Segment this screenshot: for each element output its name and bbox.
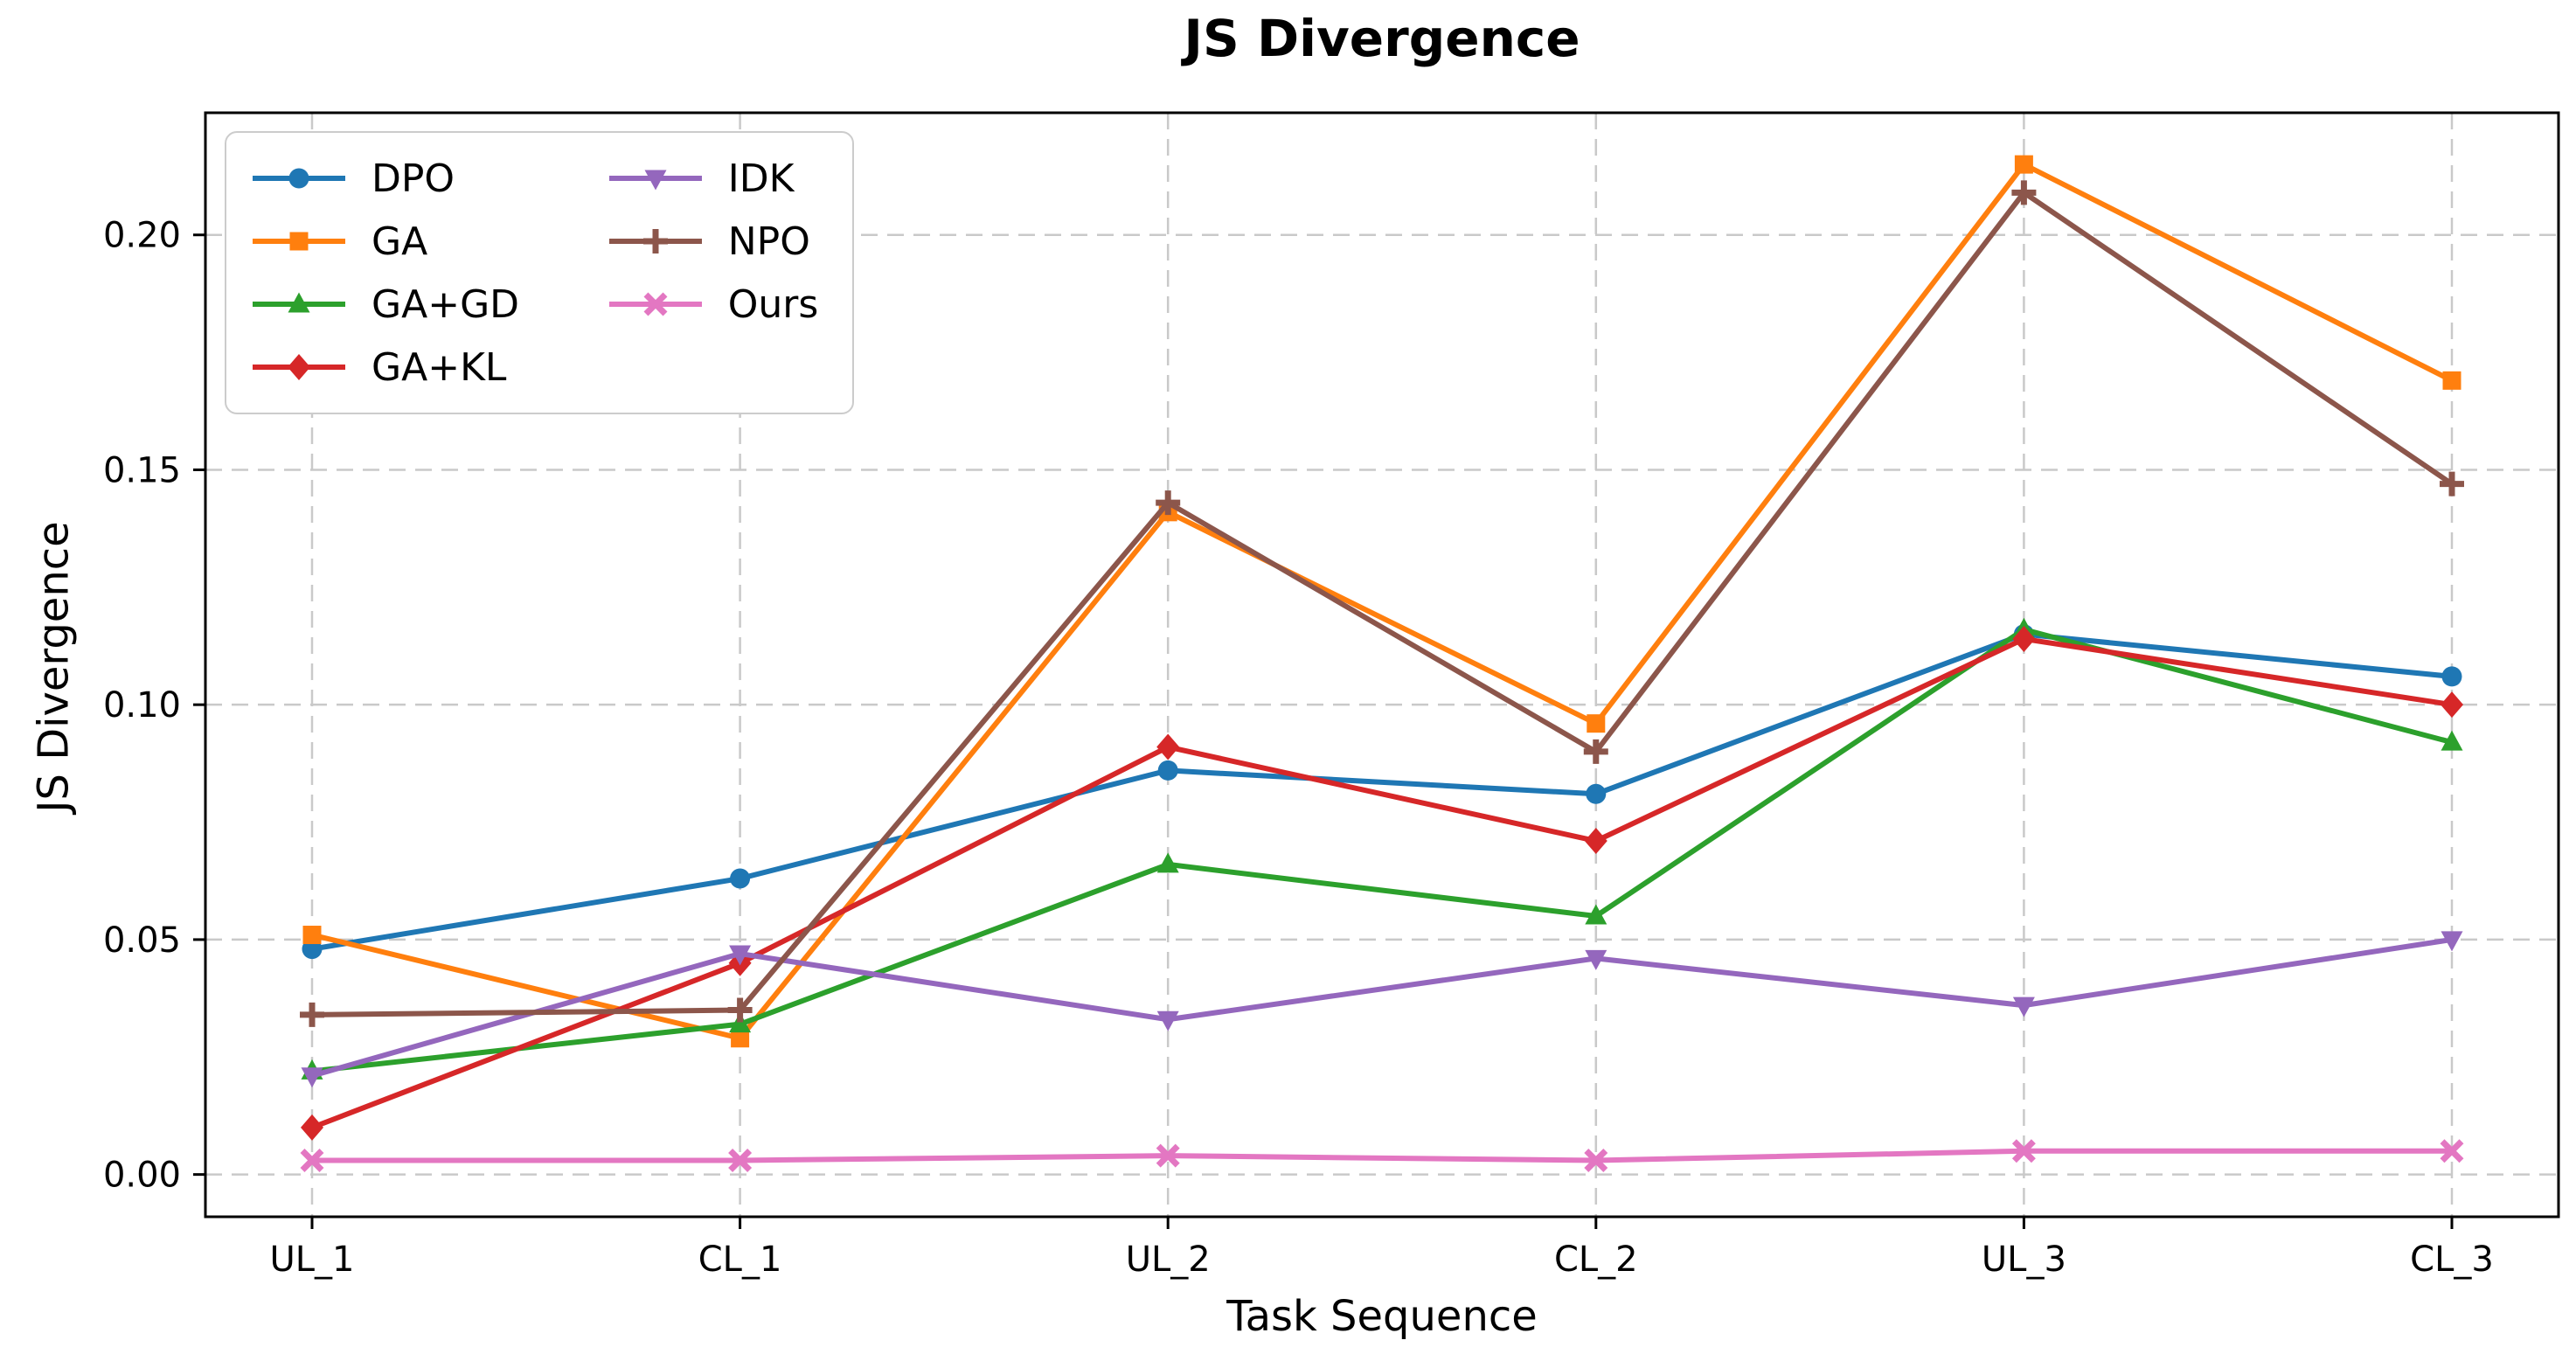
plus-icon (642, 229, 668, 253)
legend-item-GA: GA (251, 219, 529, 264)
axes-border (204, 111, 2560, 1219)
legend-item-DPO: DPO (251, 156, 529, 201)
x-axis-label: Task Sequence (1226, 1292, 1538, 1341)
y-tick-label: 0.00 (103, 1156, 181, 1196)
marker-IDK-UL_1 (301, 1067, 323, 1088)
marker-GA-UL_3 (2014, 155, 2033, 174)
y-tick-label: 0.20 (103, 216, 181, 256)
marker-IDK-UL_2 (1156, 1010, 1179, 1031)
legend-item-GA+KL: GA+KL (251, 345, 529, 390)
y-tick-label: 0.05 (103, 920, 181, 961)
legend-sample-triangle-up-icon (253, 292, 345, 313)
legend-sample-triangle-down-icon (608, 170, 702, 191)
marker-NPO-CL_2 (1583, 739, 1608, 764)
legend-item-Ours: Ours (608, 282, 828, 327)
legend-label: NPO (727, 219, 810, 264)
marker-GA+GD-CL_1 (729, 1012, 752, 1033)
marker-GA+GD-CL_2 (1585, 904, 1607, 925)
marker-IDK-CL_1 (729, 945, 752, 966)
marker-Ours-UL_3 (2011, 1139, 2036, 1163)
legend-sample-plus-icon (608, 229, 702, 253)
marker-IDK-CL_3 (2441, 931, 2463, 952)
marker-GA-UL_1 (302, 926, 322, 945)
marker-GA+KL-UL_3 (2012, 625, 2036, 652)
legend-item-NPO: NPO (608, 219, 828, 264)
marker-Ours-CL_1 (728, 1149, 753, 1172)
marker-Ours-CL_3 (2440, 1139, 2464, 1163)
marker-NPO-UL_2 (1156, 490, 1181, 516)
legend: DPO GA GA+GD GA+KL IDK NPO Ours (225, 131, 854, 414)
marker-IDK-UL_3 (2012, 996, 2035, 1017)
legend-label: GA+KL (371, 344, 507, 390)
x-tick-label-UL_1: UL_1 (269, 1239, 354, 1280)
chart-title: JS Divergence (1184, 9, 1580, 68)
x-tick-label-UL_2: UL_2 (1126, 1239, 1211, 1280)
marker-GA+KL-CL_3 (2441, 691, 2463, 719)
x-tick-label-UL_3: UL_3 (1982, 1239, 2066, 1280)
y-tick-label: 0.15 (103, 450, 181, 490)
marker-GA+GD-CL_3 (2441, 730, 2463, 751)
marker-GA-CL_2 (1587, 714, 1606, 733)
x-tick-label-CL_3: CL_3 (2410, 1239, 2494, 1280)
marker-Ours-CL_2 (1584, 1149, 1608, 1172)
x-tick-label-CL_2: CL_2 (1554, 1239, 1638, 1280)
marker-GA+KL-UL_2 (1156, 733, 1180, 760)
legend-sample-square-icon (253, 232, 345, 251)
marker-DPO-UL_2 (1157, 760, 1178, 781)
marker-NPO-UL_1 (300, 1002, 324, 1027)
legend-label: DPO (371, 156, 455, 201)
y-axis-label: JS Divergence (29, 521, 79, 813)
marker-GA-CL_1 (731, 1029, 750, 1048)
marker-NPO-UL_3 (2011, 180, 2037, 205)
series-line-DPO (309, 631, 2454, 952)
legend-item-GA+GD: GA+GD (251, 282, 529, 327)
x-icon (643, 292, 668, 316)
square-icon (289, 232, 309, 251)
marker-DPO-CL_1 (730, 868, 751, 889)
legend-label: GA+GD (371, 281, 520, 327)
marker-DPO-CL_2 (1586, 783, 1607, 804)
series-line-GA+KL (309, 635, 2454, 1130)
marker-Ours-UL_2 (1156, 1143, 1180, 1168)
marker-Ours-UL_1 (300, 1149, 324, 1172)
legend-label: Ours (727, 281, 819, 327)
series-line-Ours (309, 1148, 2454, 1163)
triangle-down-icon (644, 170, 667, 191)
legend-sample-x-icon (608, 292, 702, 316)
y-tick-label: 0.10 (103, 685, 181, 726)
marker-DPO-CL_3 (2441, 666, 2462, 687)
marker-NPO-CL_3 (2440, 471, 2464, 496)
diamond-icon (288, 354, 310, 380)
legend-sample-diamond-icon (253, 354, 345, 380)
x-tick-label-CL_1: CL_1 (698, 1239, 782, 1280)
marker-GA+KL-CL_2 (1584, 828, 1607, 855)
legend-item-IDK: IDK (608, 156, 828, 201)
legend-sample-circle-icon (253, 168, 345, 189)
series-line-IDK (309, 936, 2454, 1079)
legend-label: GA (371, 219, 428, 264)
marker-GA-CL_3 (2442, 371, 2461, 390)
series-line-NPO (309, 190, 2454, 1017)
marker-IDK-CL_2 (1585, 949, 1607, 970)
marker-GA+KL-UL_1 (301, 1114, 323, 1141)
series-line-GA (309, 162, 2454, 1041)
triangle-up-icon (288, 292, 310, 313)
marker-NPO-CL_1 (727, 997, 753, 1023)
marker-GA+GD-UL_2 (1156, 852, 1179, 873)
circle-icon (288, 168, 309, 189)
legend-label: IDK (727, 156, 795, 201)
